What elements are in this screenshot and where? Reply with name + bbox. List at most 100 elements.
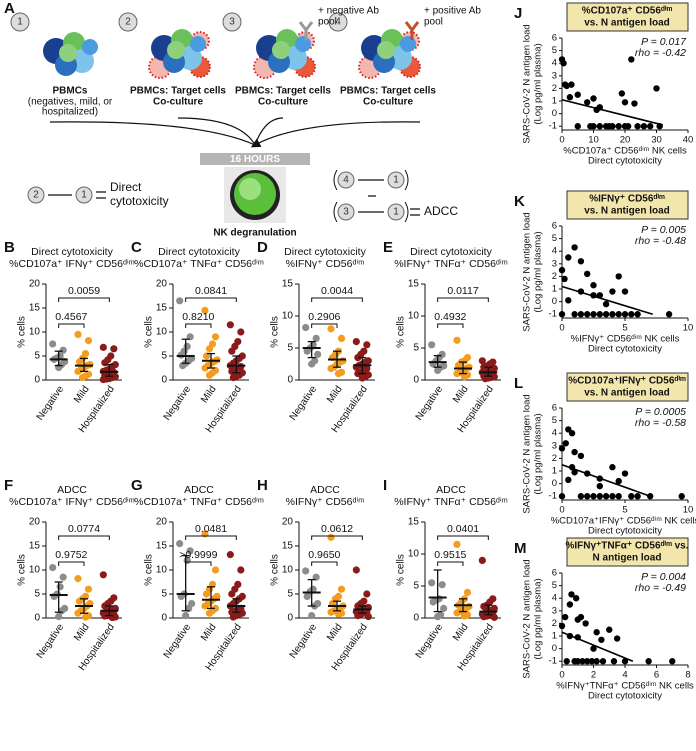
x-tick-label: 10 <box>683 323 694 334</box>
fit-line <box>561 463 651 497</box>
y-tick-label: 2 <box>552 618 557 629</box>
data-point <box>571 311 578 318</box>
comparison-bracket <box>58 297 110 302</box>
panel-title: Direct cytotoxicity <box>284 246 366 258</box>
x-axis-label: %CD107a⁺ CD56ᵈⁱᵐ NK cells <box>563 146 687 157</box>
data-point <box>480 602 488 611</box>
step-label: PBMCs: Target cells <box>340 86 436 97</box>
data-point <box>566 94 574 101</box>
data-point <box>440 604 448 613</box>
data-point <box>606 626 613 633</box>
data-point <box>327 364 335 373</box>
data-point <box>590 645 597 652</box>
data-point <box>229 374 237 382</box>
data-point <box>574 91 581 98</box>
data-point <box>609 288 616 295</box>
data-point <box>571 448 578 456</box>
x-tick-label: Mild <box>451 384 471 405</box>
formula-term: 2 <box>33 190 39 201</box>
incubation-box <box>200 153 310 165</box>
data-point <box>584 311 591 318</box>
data-point <box>584 493 591 500</box>
data-point <box>565 254 572 261</box>
data-point <box>179 362 187 370</box>
data-point <box>640 123 648 130</box>
panel-letter: I <box>383 477 387 494</box>
y-tick-label: 1 <box>552 284 557 295</box>
data-point <box>308 360 316 368</box>
y-tick-label: 20 <box>29 279 41 290</box>
data-point <box>334 610 343 618</box>
y-tick-label: 1 <box>552 631 557 642</box>
x-tick-label: Mild <box>72 622 92 643</box>
step-addition: pool <box>318 17 337 28</box>
panel-title: %CD107a⁺ TNFα⁺ CD56ᵈⁱᵐ <box>134 258 264 270</box>
data-point <box>176 540 184 548</box>
x-tick-label: Negative <box>414 622 446 661</box>
p-value: 0.8210 <box>182 311 214 323</box>
data-point <box>186 333 194 341</box>
data-point <box>577 452 585 460</box>
data-point <box>186 547 194 555</box>
y-axis-label: % cells <box>17 554 28 586</box>
incubation-label: 16 HOURS <box>230 154 280 165</box>
data-point <box>665 311 673 318</box>
x-tick-label: Mild <box>451 622 471 643</box>
data-point <box>579 658 586 665</box>
panel-title: %IFNγ⁺ TNFα⁺ CD56ᵈⁱᵐ <box>394 496 508 508</box>
data-point <box>75 358 84 366</box>
data-point <box>228 590 236 598</box>
x-axis-label: Direct cytotoxicity <box>588 691 662 702</box>
y-axis-label: (Log pg/ml plasma) <box>533 413 544 494</box>
data-point <box>590 311 597 318</box>
p-value: 0.4932 <box>434 311 466 323</box>
y-axis-label: (Log pg/ml plasma) <box>533 231 544 312</box>
data-point <box>303 347 311 355</box>
data-point <box>609 123 616 130</box>
panel-title: %IFNγ⁺ CD56ᵈⁱᵐ <box>286 258 365 270</box>
data-point <box>566 601 574 608</box>
data-point <box>59 346 67 354</box>
panel-letter: C <box>131 239 142 256</box>
data-point <box>609 311 616 318</box>
data-point <box>354 612 362 620</box>
data-point <box>596 311 603 318</box>
p-value: 0.0059 <box>68 285 100 297</box>
p-value: 0.0774 <box>68 523 100 535</box>
title-box <box>566 190 689 220</box>
data-point <box>176 297 184 305</box>
comparison-bracket <box>311 561 338 566</box>
stat-annotation: rho = -0.49 <box>635 582 686 594</box>
data-point <box>593 658 600 665</box>
data-point <box>577 613 585 621</box>
panel-title: %IFNγ⁺ TNFα⁺ CD56ᵈⁱᵐ <box>394 258 508 270</box>
data-point <box>613 635 621 642</box>
data-point <box>609 493 616 500</box>
data-point <box>590 95 597 102</box>
data-point <box>205 345 214 353</box>
y-axis-label: % cells <box>144 316 155 348</box>
data-point <box>615 273 622 280</box>
step-label: Co-culture <box>258 97 308 108</box>
y-tick-label: 3 <box>552 70 557 81</box>
data-point <box>302 323 310 332</box>
data-point <box>337 585 346 593</box>
diagram: A 1 2 3 4 PBMCs (negatives, mild, or hos… <box>4 0 481 239</box>
y-tick-label: 5 <box>34 351 40 362</box>
data-point <box>621 99 629 106</box>
panel-title: ADCC <box>57 484 87 496</box>
x-tick-label: 5 <box>622 505 627 516</box>
data-point <box>621 311 629 318</box>
y-tick-label: 0 <box>413 375 419 386</box>
p-value: 0.9650 <box>308 549 340 561</box>
data-point <box>308 612 316 620</box>
step-number: 1 <box>17 17 23 28</box>
data-point <box>211 333 220 341</box>
data-point <box>327 608 335 616</box>
data-point <box>56 583 64 591</box>
comparison-bracket <box>437 561 464 566</box>
panel-title: Direct cytotoxicity <box>410 246 492 258</box>
data-point <box>558 266 566 274</box>
comparison-bracket <box>437 297 489 302</box>
